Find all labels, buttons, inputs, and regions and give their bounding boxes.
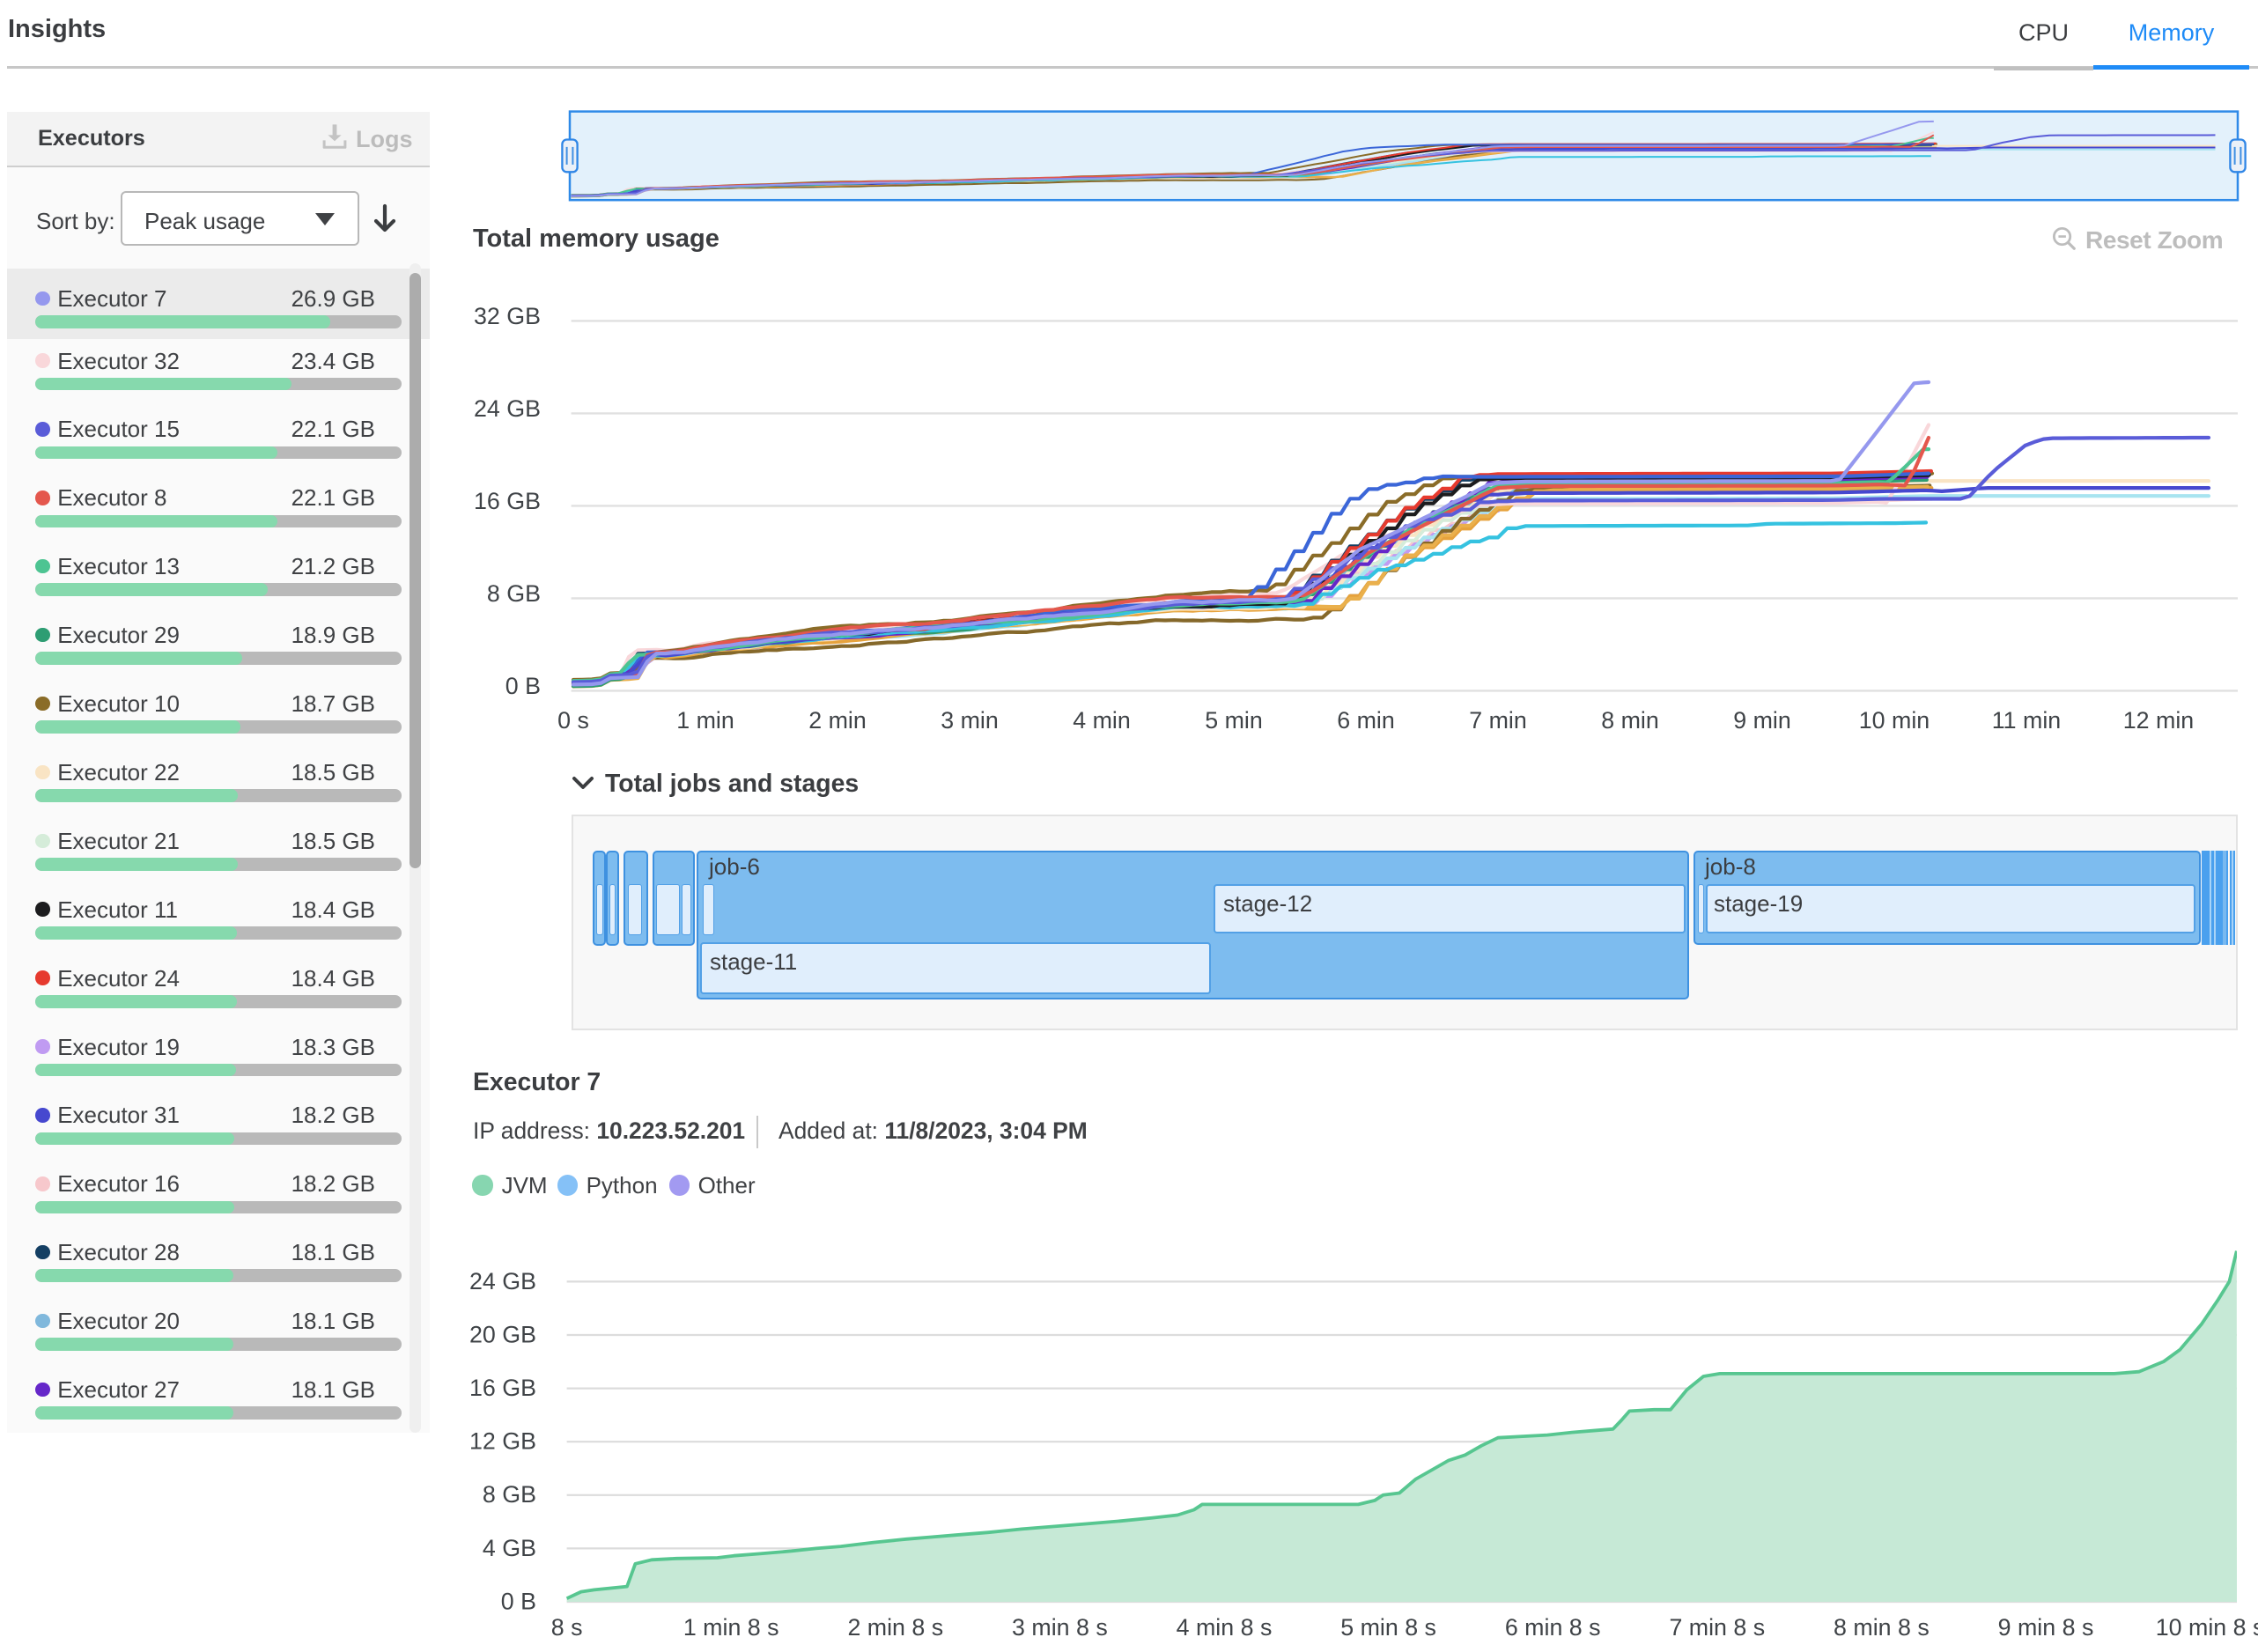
svg-text:16 GB: 16 GB (474, 488, 541, 514)
svg-text:0 s: 0 s (557, 707, 589, 734)
svg-text:6 min: 6 min (1337, 707, 1395, 734)
svg-text:9 min: 9 min (1733, 707, 1791, 734)
svg-text:0 B: 0 B (501, 1588, 536, 1614)
svg-text:4 min: 4 min (1073, 707, 1131, 734)
svg-text:5 min: 5 min (1205, 707, 1263, 734)
svg-text:10 min: 10 min (1859, 707, 1930, 734)
svg-text:4 GB: 4 GB (483, 1535, 536, 1561)
svg-text:8 min: 8 min (1601, 707, 1659, 734)
svg-text:6 min 8 s: 6 min 8 s (1505, 1614, 1601, 1641)
svg-text:2 min: 2 min (808, 707, 867, 734)
svg-text:8 GB: 8 GB (483, 1481, 536, 1508)
svg-text:12 min: 12 min (2123, 707, 2194, 734)
svg-text:7 min: 7 min (1469, 707, 1527, 734)
svg-text:2 min 8 s: 2 min 8 s (847, 1614, 943, 1641)
svg-text:4 min 8 s: 4 min 8 s (1177, 1614, 1273, 1641)
svg-text:9 min 8 s: 9 min 8 s (1998, 1614, 2094, 1641)
svg-text:7 min 8 s: 7 min 8 s (1669, 1614, 1765, 1641)
svg-text:24 GB: 24 GB (474, 395, 541, 422)
svg-text:20 GB: 20 GB (469, 1321, 536, 1347)
svg-text:1 min 8 s: 1 min 8 s (683, 1614, 779, 1641)
svg-text:0 B: 0 B (505, 673, 541, 699)
svg-text:32 GB: 32 GB (474, 303, 541, 329)
svg-text:16 GB: 16 GB (469, 1375, 536, 1401)
svg-text:3 min: 3 min (941, 707, 999, 734)
svg-text:8 min 8 s: 8 min 8 s (1834, 1614, 1930, 1641)
svg-text:12 GB: 12 GB (469, 1428, 536, 1455)
svg-text:1 min: 1 min (676, 707, 734, 734)
svg-text:8 GB: 8 GB (487, 580, 541, 607)
svg-text:8 s: 8 s (551, 1614, 583, 1641)
svg-text:11 min: 11 min (1992, 707, 2061, 734)
svg-text:3 min 8 s: 3 min 8 s (1012, 1614, 1108, 1641)
svg-text:5 min 8 s: 5 min 8 s (1340, 1614, 1436, 1641)
svg-text:24 GB: 24 GB (469, 1268, 536, 1294)
svg-text:10 min 8 s: 10 min 8 s (2156, 1614, 2258, 1641)
